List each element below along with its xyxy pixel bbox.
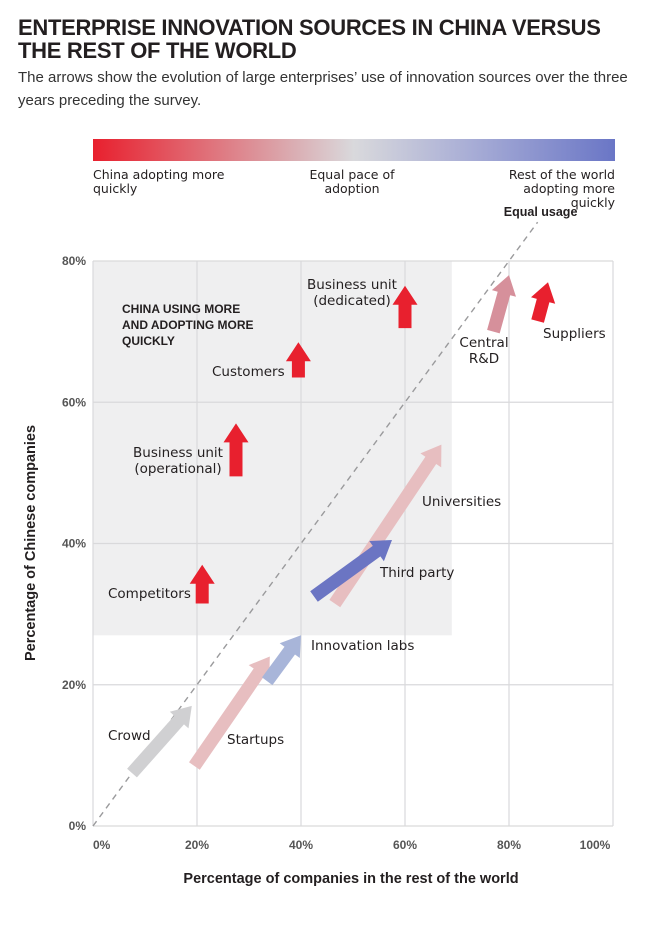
y-tick-label: 60% xyxy=(62,395,86,409)
label-crowd: Crowd xyxy=(108,728,151,744)
arrow-innovation-labs xyxy=(262,635,301,686)
arrow-crowd xyxy=(127,705,192,778)
x-tick-label: 40% xyxy=(289,838,313,852)
y-tick-label: 40% xyxy=(62,537,86,551)
x-tick-label: 0% xyxy=(93,838,111,852)
x-tick-label: 80% xyxy=(497,838,521,852)
x-tick-label: 60% xyxy=(393,838,417,852)
label-universities: Universities xyxy=(422,494,501,510)
arrow-business-unit-dedicated xyxy=(392,285,418,329)
y-tick-label: 20% xyxy=(62,678,86,692)
y-axis-label: Percentage of Chinese companies xyxy=(23,425,39,661)
china-leads-region-label: CHINA USING MORE AND ADOPTING MORE QUICKLY xyxy=(122,302,254,348)
label-customers: Customers xyxy=(212,364,285,380)
label-central-r-d: Central R&D xyxy=(459,335,508,367)
legend-equal-pace: Equal pace of adoption xyxy=(309,167,395,196)
china-leads-region xyxy=(93,261,452,636)
arrow-business-unit-operational xyxy=(223,423,249,477)
adoption-pace-gradient-bar xyxy=(93,139,615,161)
legend-rest-faster: Rest of the world adopting more quickly xyxy=(508,167,615,210)
label-innovation-labs: Innovation labs xyxy=(311,638,414,654)
arrow-startups xyxy=(189,656,270,770)
x-tick-label: 20% xyxy=(185,838,209,852)
y-tick-label: 0% xyxy=(69,819,87,833)
arrow-competitors xyxy=(189,564,215,604)
chart-subtitle: The arrows show the evolution of large e… xyxy=(18,69,628,109)
x-axis-label: Percentage of companies in the rest of t… xyxy=(183,871,518,887)
y-tick-label: 80% xyxy=(62,254,86,268)
arrow-suppliers xyxy=(531,282,556,323)
label-business-unit-dedicated: Business unit (dedicated) xyxy=(307,277,397,309)
label-suppliers: Suppliers xyxy=(543,326,606,342)
x-tick-label: 100% xyxy=(580,838,611,852)
chart-title: ENTERPRISE INNOVATION SOURCES IN CHINA V… xyxy=(18,15,601,63)
arrow-third-party xyxy=(310,540,392,602)
arrow-central-r-d xyxy=(487,275,516,334)
arrow-customers xyxy=(285,342,311,378)
label-third-party: Third party xyxy=(379,565,454,581)
legend-china-faster: China adopting more quickly xyxy=(93,167,225,196)
equal-usage-label: Equal usage xyxy=(504,205,578,219)
label-competitors: Competitors xyxy=(108,586,191,602)
label-business-unit-operational: Business unit (operational) xyxy=(133,445,223,477)
label-startups: Startups xyxy=(227,732,284,748)
